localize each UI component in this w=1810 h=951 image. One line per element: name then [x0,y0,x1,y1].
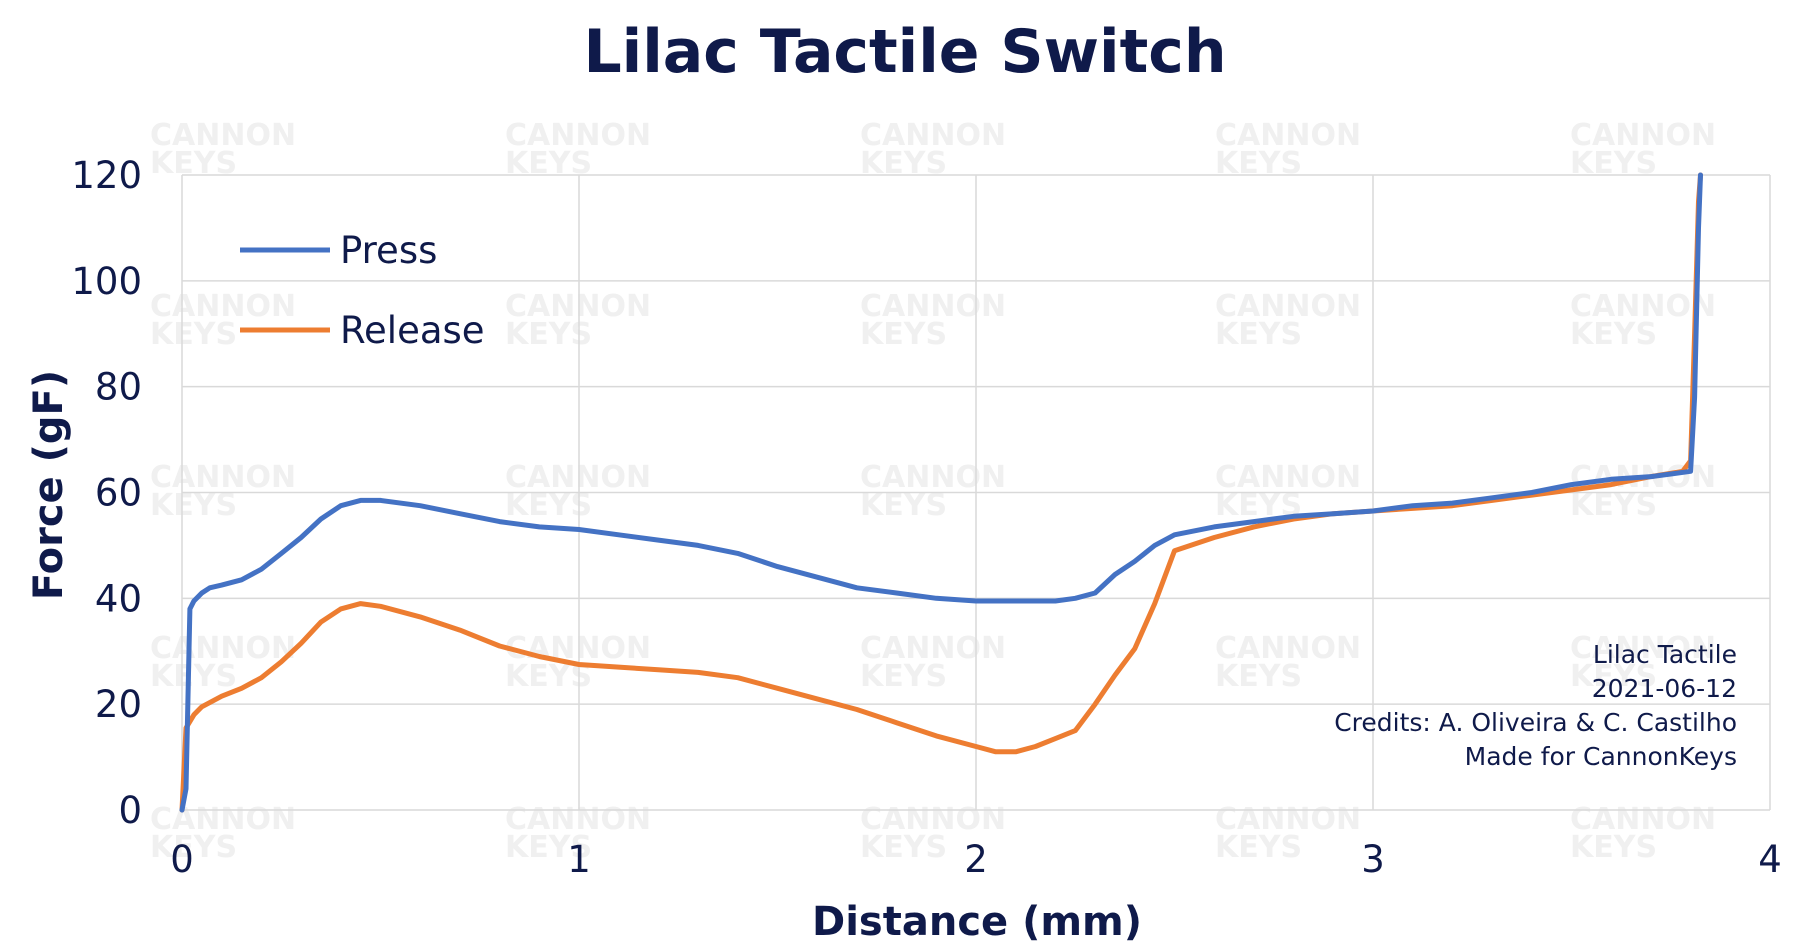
x-tick-label-3: 3 [1361,838,1385,881]
watermark-line-2: KEYS [1570,317,1657,352]
watermark-line-1: CANNON [1215,802,1361,837]
watermark-line-1: CANNON [1215,631,1361,666]
watermark-line-2: KEYS [150,488,237,523]
watermark-line-1: CANNON [1570,631,1716,666]
watermark-line-2: KEYS [860,830,947,865]
y-tick-label-100: 100 [71,260,142,303]
watermark-line-1: CANNON [505,289,651,324]
y-axis-label: Force (gF) [26,370,72,600]
annotation-date: 2021-06-12 [1592,674,1737,703]
watermark-line-1: CANNON [150,289,296,324]
credits-annotation: Lilac Tactile 2021-06-12 Credits: A. Oli… [1334,640,1737,771]
series-line-press [179,172,1703,813]
watermark-line-1: CANNON [1570,289,1716,324]
watermark-line-1: CANNON [505,631,651,666]
chart-title: Lilac Tactile Switch [583,17,1226,87]
watermark-line-1: CANNON [150,802,296,837]
watermark-line-2: KEYS [505,317,592,352]
watermark-line-1: CANNON [860,289,1006,324]
x-tick-label-2: 2 [964,838,988,881]
annotation-credits: Credits: A. Oliveira & C. Castilho [1334,708,1737,737]
y-tick-label-0: 0 [118,789,142,832]
watermark-line-2: KEYS [1570,488,1657,523]
watermark-line-1: CANNON [505,118,651,153]
watermark-line-1: CANNON [150,118,296,153]
y-tick-label-40: 40 [95,577,142,620]
x-tick-label-1: 1 [567,838,591,881]
watermark-line-1: CANNON [860,802,1006,837]
annotation-made-for: Made for CannonKeys [1465,742,1737,771]
watermark-line-2: KEYS [150,317,237,352]
tick-labels: 0 20 40 60 80 100 120 0 1 2 3 4 [71,154,1781,881]
watermark-line-2: KEYS [860,317,947,352]
watermark-line-1: CANNON [860,118,1006,153]
legend: Press Release [240,229,485,352]
watermark-line-2: KEYS [150,659,237,694]
x-axis-label: Distance (mm) [812,899,1142,945]
watermark-line-2: KEYS [860,659,947,694]
x-tick-label-4: 4 [1758,838,1782,881]
y-tick-label-60: 60 [95,472,142,515]
watermark-line-1: CANNON [860,631,1006,666]
watermark-line-2: KEYS [505,488,592,523]
watermark-line-2: KEYS [1570,830,1657,865]
annotation-switch-name: Lilac Tactile [1593,640,1737,669]
watermark-line-1: CANNON [505,802,651,837]
y-tick-label-120: 120 [71,154,142,197]
series-lines [179,172,1703,813]
watermark-line-2: KEYS [1215,830,1302,865]
watermark-line-2: KEYS [1215,317,1302,352]
watermark-line-2: KEYS [860,488,947,523]
watermark-line-1: CANNON [1215,289,1361,324]
gridlines [181,174,1771,811]
watermark-line-2: KEYS [505,830,592,865]
watermark-line-1: CANNON [1215,118,1361,153]
watermark-line-2: KEYS [1570,659,1657,694]
watermark-line-2: KEYS [1215,659,1302,694]
legend-label-press: Press [340,229,437,272]
watermark-line-1: CANNON [150,460,296,495]
series-line-release [179,172,1703,813]
watermark-line-1: CANNON [1215,460,1361,495]
watermark-line-1: CANNON [1570,118,1716,153]
y-tick-label-80: 80 [95,366,142,409]
legend-label-release: Release [340,309,485,352]
y-tick-label-20: 20 [95,683,142,726]
watermark-line-1: CANNON [860,460,1006,495]
watermark-line-1: CANNON [150,631,296,666]
watermark-line-2: KEYS [150,830,237,865]
x-tick-label-0: 0 [170,838,194,881]
watermark-line-1: CANNON [1570,802,1716,837]
watermark-line-1: CANNON [505,460,651,495]
